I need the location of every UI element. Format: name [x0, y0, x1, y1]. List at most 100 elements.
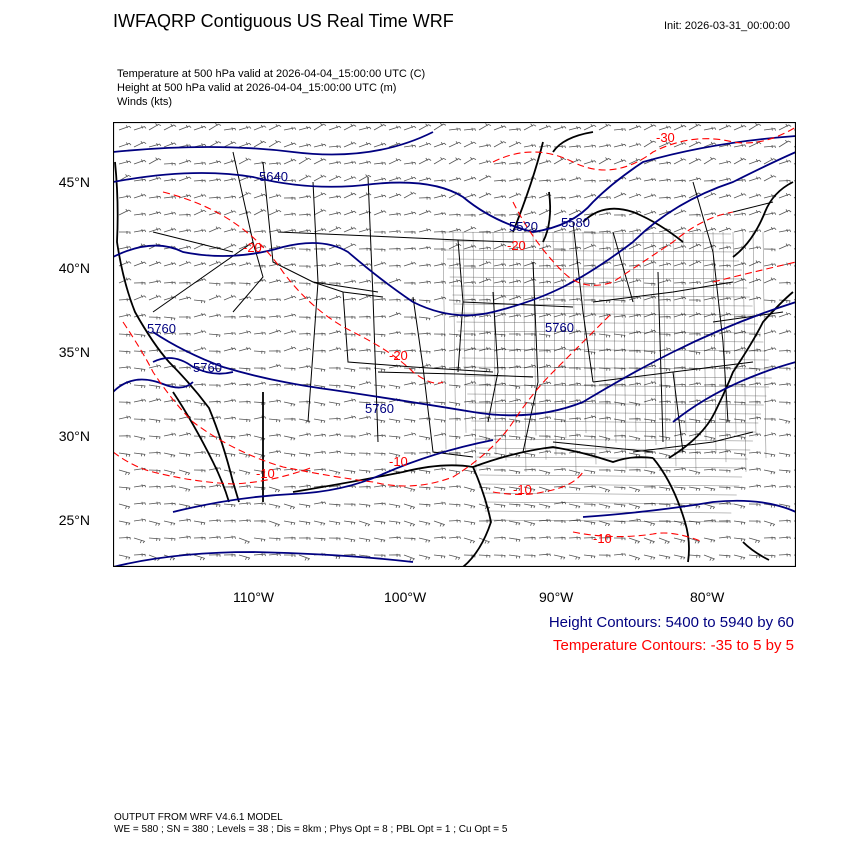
wind-barb [283, 313, 297, 318]
wind-barb [388, 520, 401, 525]
wind-barb [658, 347, 672, 352]
wind-barb [178, 518, 191, 522]
wind-barb [628, 554, 641, 561]
wind-barb [133, 350, 146, 354]
wind-barb [133, 294, 147, 301]
wind-barb [328, 160, 342, 165]
wind-barb [523, 503, 536, 509]
wind-barb [148, 157, 162, 165]
wind-barbs [118, 122, 796, 561]
wind-barb [163, 316, 176, 321]
wind-barb [433, 211, 447, 216]
wind-barb [703, 346, 717, 352]
wind-barb [463, 226, 477, 233]
wind-barb [538, 349, 551, 353]
wind-barb [373, 315, 386, 319]
wind-barb [463, 433, 476, 437]
wind-barb [388, 212, 401, 216]
wind-barb [778, 228, 792, 233]
wind-barb [343, 469, 356, 474]
wind-barb [163, 195, 176, 199]
wind-barb [268, 314, 281, 318]
wind-barb [388, 384, 401, 390]
wind-barb [583, 520, 596, 525]
wind-barb [328, 295, 342, 301]
county-line [472, 231, 477, 472]
wind-barb [568, 469, 581, 475]
wind-barb [133, 484, 146, 488]
wind-barb [778, 243, 792, 250]
wind-barb [763, 299, 776, 303]
wind-barb [478, 537, 491, 544]
wind-barb [343, 264, 356, 268]
wind-barb [133, 501, 146, 505]
wind-barb [718, 227, 732, 233]
wind-barb [148, 123, 162, 131]
county-line [445, 249, 737, 253]
wind-barb [223, 262, 237, 267]
wind-barb [148, 418, 161, 423]
wind-barb [343, 242, 357, 250]
wind-barb [418, 228, 432, 233]
wind-barb [568, 416, 581, 421]
county-line [468, 402, 764, 406]
wind-barb [523, 244, 537, 250]
wind-barb [118, 277, 132, 284]
wind-barb [253, 415, 267, 420]
wind-barb [628, 518, 641, 522]
wind-barb [163, 227, 177, 233]
wind-barb [148, 485, 161, 489]
county-line [456, 321, 759, 325]
wind-barb [583, 298, 596, 302]
wind-barb [463, 399, 476, 403]
wind-barb [628, 503, 641, 510]
wind-barb [493, 503, 506, 508]
wind-barb [628, 242, 642, 250]
wind-barb [283, 503, 296, 510]
wind-barb [298, 554, 311, 561]
wind-barb [658, 435, 671, 441]
wind-barb [433, 194, 447, 199]
wind-barb [418, 209, 432, 216]
wind-barb [268, 399, 281, 403]
wind-barb [238, 484, 251, 488]
wind-barb [643, 537, 656, 544]
wind-barb [313, 143, 327, 148]
wind-barb [283, 126, 297, 131]
wind-barb [418, 299, 431, 303]
wind-barb [643, 177, 657, 182]
wind-barb [448, 519, 461, 523]
wind-barb [238, 142, 252, 148]
wind-barb [313, 192, 327, 199]
height-contour-labels: 5640 5520 5760 5760 5760 5760 5580 [147, 169, 590, 416]
wind-barb [148, 195, 161, 199]
wind-barb [643, 364, 657, 369]
wind-barb [493, 140, 507, 148]
wind-barb [628, 193, 642, 199]
wind-barb [748, 381, 762, 386]
wind-barb [763, 262, 777, 267]
wind-barb [433, 432, 447, 437]
wind-barb [568, 261, 582, 267]
wind-barb [328, 537, 341, 541]
wind-barb [328, 262, 342, 267]
wind-barb [643, 210, 657, 216]
wind-barb [508, 486, 521, 491]
wind-barb [268, 228, 282, 233]
county-line [742, 231, 747, 472]
wind-barb [523, 176, 537, 182]
wind-barb [358, 367, 371, 371]
wind-barb [328, 401, 341, 406]
wind-barb [448, 347, 462, 352]
wind-barb [748, 450, 761, 455]
wind-barb [178, 332, 191, 336]
wind-barb [538, 381, 552, 386]
wind-barb [493, 294, 507, 301]
wind-barb [628, 158, 642, 165]
wind-barb [689, 299, 701, 302]
wind-barb [388, 452, 401, 458]
wind-barb [598, 503, 611, 509]
county-line [632, 231, 637, 433]
wind-barb [448, 451, 461, 455]
wind-barb [313, 537, 326, 541]
